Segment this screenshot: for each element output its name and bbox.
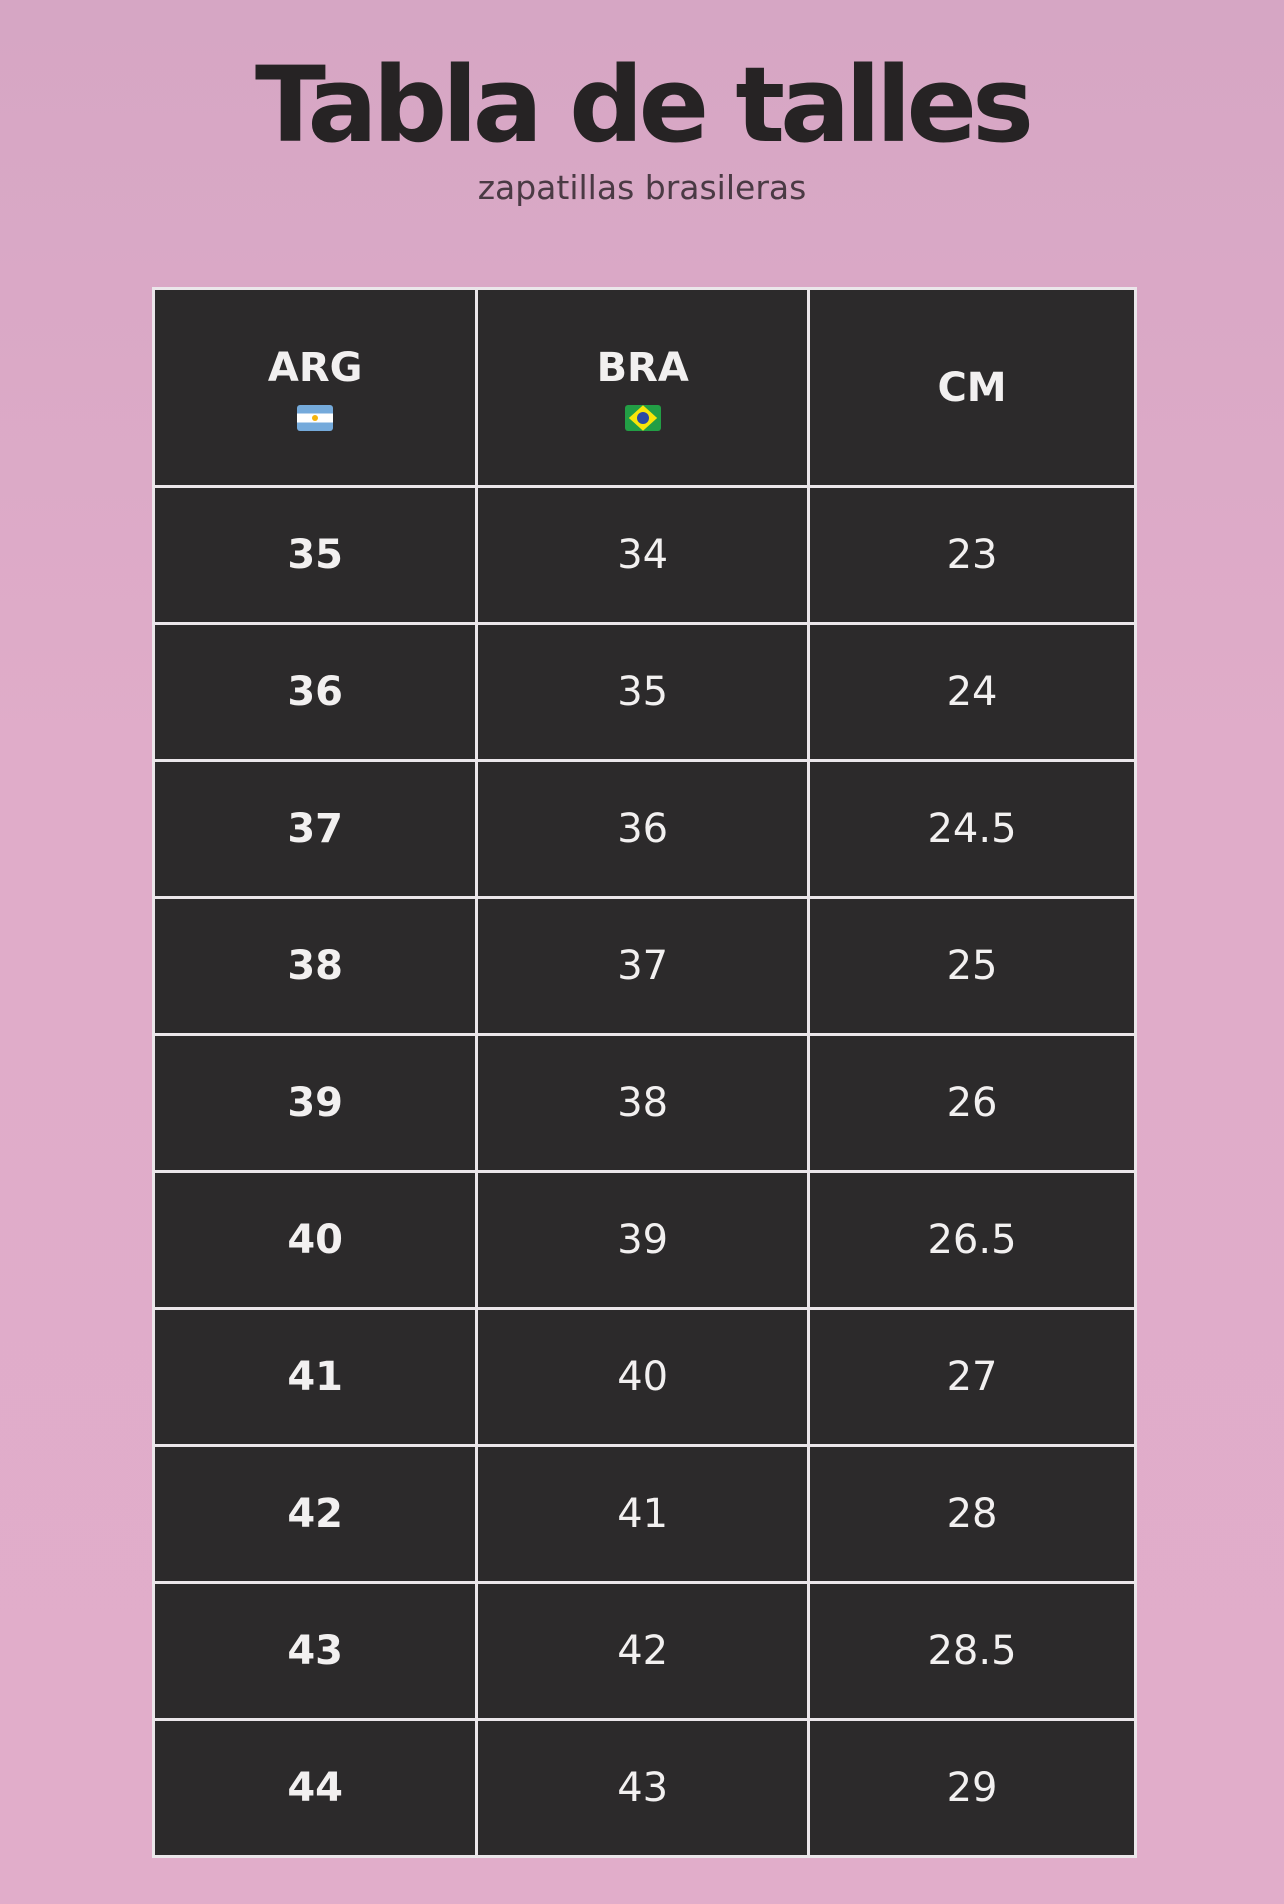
cell-cm: 29 <box>807 1718 1137 1858</box>
table-row: 43 42 28.5 <box>151 1581 1137 1721</box>
cell-arg: 40 <box>151 1170 479 1310</box>
cell-bra: 35 <box>475 622 811 762</box>
table-row: 36 35 24 <box>151 622 1137 762</box>
table-row: 44 43 29 <box>151 1718 1137 1858</box>
cell-arg: 42 <box>151 1444 479 1584</box>
cell-bra: 37 <box>475 896 811 1036</box>
table-header-row: ARG BRA CM <box>151 287 1137 488</box>
cell-arg: 41 <box>151 1307 479 1447</box>
cell-bra: 42 <box>475 1581 811 1721</box>
header-arg-label: ARG <box>267 344 363 391</box>
cell-bra: 38 <box>475 1033 811 1173</box>
cell-arg: 37 <box>151 759 479 899</box>
cell-cm: 24.5 <box>807 759 1137 899</box>
cell-bra: 43 <box>475 1718 811 1858</box>
cell-cm: 26 <box>807 1033 1137 1173</box>
header-bra-label: BRA <box>596 344 689 391</box>
cell-cm: 28 <box>807 1444 1137 1584</box>
table-row: 37 36 24.5 <box>151 759 1137 899</box>
cell-arg: 35 <box>151 485 479 625</box>
cell-bra: 34 <box>475 485 811 625</box>
cell-arg: 43 <box>151 1581 479 1721</box>
cell-cm: 27 <box>807 1307 1137 1447</box>
cell-arg: 39 <box>151 1033 479 1173</box>
argentina-flag-icon <box>297 404 334 431</box>
cell-bra: 36 <box>475 759 811 899</box>
header-arg: ARG <box>151 287 479 488</box>
cell-arg: 38 <box>151 896 479 1036</box>
cell-cm: 25 <box>807 896 1137 1036</box>
header-cm-label: CM <box>937 364 1007 411</box>
cell-bra: 41 <box>475 1444 811 1584</box>
cell-cm: 28.5 <box>807 1581 1137 1721</box>
size-table: ARG BRA CM 35 34 23 36 35 24 37 36 24.5 38 37 25 39 3… <box>151 287 1137 1858</box>
cell-cm: 26.5 <box>807 1170 1137 1310</box>
table-row: 42 41 28 <box>151 1444 1137 1584</box>
table-row: 40 39 26.5 <box>151 1170 1137 1310</box>
header-bra: BRA <box>475 287 811 488</box>
cell-bra: 40 <box>475 1307 811 1447</box>
table-row: 38 37 25 <box>151 896 1137 1036</box>
table-row: 35 34 23 <box>151 485 1137 625</box>
brazil-flag-icon <box>624 404 661 431</box>
header-cm: CM <box>807 287 1137 488</box>
page-title: Tabla de talles <box>254 44 1034 166</box>
cell-bra: 39 <box>475 1170 811 1310</box>
cell-arg: 44 <box>151 1718 479 1858</box>
cell-cm: 23 <box>807 485 1137 625</box>
table-row: 41 40 27 <box>151 1307 1137 1447</box>
table-row: 39 38 26 <box>151 1033 1137 1173</box>
page-subtitle: zapatillas brasileras <box>477 168 807 207</box>
cell-arg: 36 <box>151 622 479 762</box>
cell-cm: 24 <box>807 622 1137 762</box>
